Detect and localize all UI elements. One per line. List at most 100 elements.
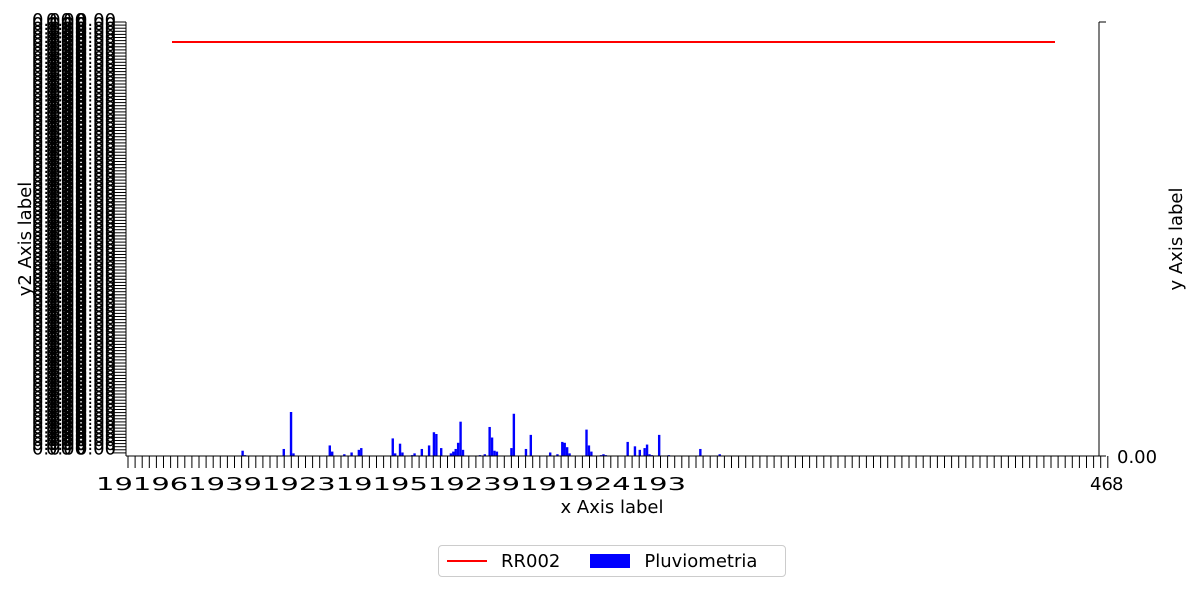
left-axis-tick-label: 0.00 — [32, 245, 72, 266]
left-axis-tick-label: 0.00 — [76, 413, 116, 434]
left-axis-tick-label: 0.00 — [46, 346, 86, 367]
left-axis-tick-label: 0.00 — [76, 333, 116, 354]
left-axis-tick-label: 0.00 — [76, 212, 116, 233]
left-axis-tick-label: 0.00 — [76, 90, 116, 111]
rainfall-bar — [420, 448, 424, 456]
rainfall-bar — [432, 432, 436, 456]
rainfall-bar — [626, 441, 629, 456]
left-axis-tick-label: 0.00 — [76, 388, 116, 409]
left-axis-tick-label: 0.00 — [32, 279, 72, 300]
left-axis-tick-label: 0.00 — [46, 321, 86, 342]
left-axis-tick-label: 0.00 — [32, 186, 72, 207]
left-axis-tick-label: 0.00 — [76, 228, 116, 249]
left-axis-tick-label: 0.00 — [46, 86, 86, 107]
left-axis-tick-label: 0.00 — [32, 304, 72, 325]
left-axis-tick-label: 0.00 — [32, 438, 72, 459]
left-axis-tick-label: 0.00 — [46, 65, 86, 86]
left-axis-tick-label: 0.00 — [32, 73, 72, 94]
rainfall-bar — [556, 454, 559, 456]
left-axis-tick-label: 0.00 — [32, 153, 72, 174]
left-axis-tick-label: 0.00 — [76, 396, 116, 417]
left-axis-tick-label: 0.00 — [46, 375, 86, 396]
left-axis-tick-label: 0.00 — [32, 426, 72, 447]
left-axis-tick-label: 0.00 — [76, 81, 116, 102]
x-axis-label: x Axis label — [561, 497, 664, 518]
left-axis-tick-label: 0.00 — [76, 401, 116, 422]
left-axis-tick-label: 0.00 — [46, 426, 86, 447]
left-axis-tick-label: 0.00 — [46, 367, 86, 388]
left-axis-tick-label: 0.00 — [76, 119, 116, 140]
x-tick-label-last-b: 8 — [1112, 474, 1123, 495]
left-axis-tick-label: 0.00 — [32, 224, 72, 245]
left-axis-tick-label: 0.00 — [46, 396, 86, 417]
left-axis-tick-label: 0.00 — [32, 262, 72, 283]
left-axis-tick-label: 0.00 — [32, 300, 72, 321]
left-axis-tick-label: 0.00 — [32, 60, 72, 81]
left-axis-tick-label: 0.00 — [46, 69, 86, 90]
left-axis-tick-label: 0.00 — [46, 304, 86, 325]
rainfall-bar — [585, 429, 588, 456]
left-axis-tick-label: 0.00 — [76, 191, 116, 212]
left-axis-tick-label: 0.00 — [46, 191, 86, 212]
rainfall-bar — [512, 413, 516, 456]
rainfall-bar — [398, 443, 402, 456]
left-axis-tick-label: 0.00 — [76, 111, 116, 132]
left-axis-tick-label: 0.00 — [76, 426, 116, 447]
left-axis-tick-label: 0.00 — [32, 119, 72, 140]
left-axis-tick-label: 0.00 — [32, 329, 72, 350]
left-axis-tick-label: 0.00 — [46, 438, 86, 459]
left-axis-tick-label: 0.00 — [46, 94, 86, 115]
left-axis-tick-label: 0.00 — [32, 199, 72, 220]
left-axis-tick-label: 0.00 — [32, 233, 72, 254]
left-axis-tick-label: 0.00 — [32, 388, 72, 409]
left-axis-tick-label: 0.00 — [32, 98, 72, 119]
left-axis-tick-label: 0.00 — [76, 308, 116, 329]
left-axis-tick-label: 0.00 — [32, 174, 72, 195]
left-axis-tick-label: 0.00 — [76, 254, 116, 275]
left-axis-tick-label: 0.00 — [32, 405, 72, 426]
left-axis-tick-label: 0.00 — [76, 312, 116, 333]
left-axis-tick-label: 0.00 — [32, 296, 72, 317]
legend-line-swatch — [447, 560, 487, 562]
left-axis-tick-label: 0.00 — [46, 153, 86, 174]
rainfall-bar — [440, 448, 443, 456]
left-axis-tick-label: 0.00 — [76, 422, 116, 443]
rainfall-bar — [548, 452, 552, 456]
rainfall-bar — [699, 448, 702, 456]
left-axis-tick-label: 0.00 — [46, 409, 86, 430]
left-axis-tick-label: 0.00 — [32, 115, 72, 136]
rainfall-bar — [510, 448, 513, 456]
left-axis-tick-label: 0.00 — [46, 430, 86, 451]
left-axis-tick-label: 0.00 — [32, 342, 72, 363]
left-axis-tick-label: 0.00 — [32, 111, 72, 132]
left-axis-tick-label: 0.00 — [76, 270, 116, 291]
left-axis-tick-label: 0.00 — [46, 27, 86, 48]
left-axis-tick-label: 0.00 — [76, 392, 116, 413]
left-axis-tick-label: 0.00 — [76, 65, 116, 86]
left-axis-tick-label: 0.00 — [76, 291, 116, 312]
left-axis-tick-label: 0.00 — [46, 224, 86, 245]
left-axis-tick-label: 0.00 — [46, 77, 86, 98]
left-axis-tick-label: 0.00 — [46, 275, 86, 296]
left-axis-tick-label: 0.00 — [46, 161, 86, 182]
left-axis-tick-label: 0.00 — [32, 283, 72, 304]
rainfall-bar — [459, 421, 462, 456]
left-axis-tick-label: 0.00 — [76, 86, 116, 107]
rainfall-bar — [648, 454, 651, 456]
left-axis-tick-label: 0.00 — [32, 249, 72, 270]
left-axis-tick-label: 0.00 — [76, 48, 116, 69]
left-axis-tick-label: 0.00 — [32, 56, 72, 77]
left-axis-tick-label: 0.00 — [76, 434, 116, 455]
left-axis-tick-label: 0.00 — [32, 430, 72, 451]
left-axis-tick-label: 0.00 — [76, 346, 116, 367]
left-axis-tick-label: 0.00 — [76, 165, 116, 186]
left-axis-tick-label: 0.00 — [46, 157, 86, 178]
left-axis-tick-label: 0.00 — [46, 266, 86, 287]
left-axis-tick-label: 0.00 — [76, 279, 116, 300]
left-axis-tick-label: 0.00 — [46, 392, 86, 413]
left-axis-tick-label: 0.00 — [32, 212, 72, 233]
rainfall-bar — [488, 426, 491, 456]
left-axis-tick-label: 0.00 — [76, 417, 116, 438]
left-axis-tick-label: 0.00 — [32, 31, 72, 52]
left-axis-tick-label: 0.00 — [32, 241, 72, 262]
